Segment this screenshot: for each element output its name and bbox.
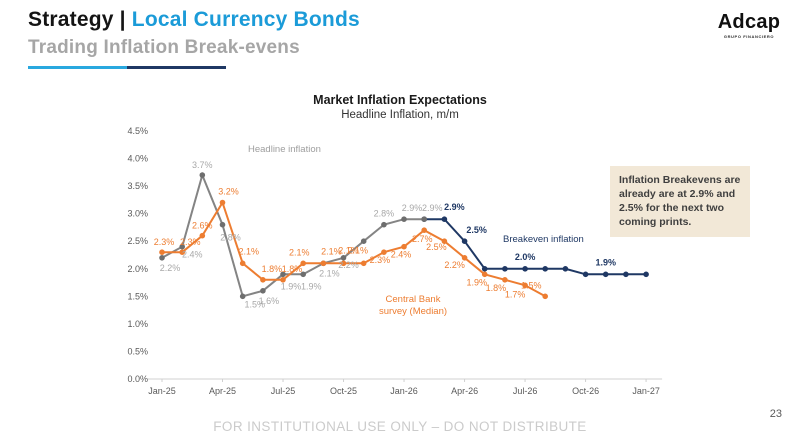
svg-text:2.4%: 2.4% [182,250,203,260]
svg-text:Breakeven inflation: Breakeven inflation [503,234,584,245]
header: Strategy | Local Currency Bonds Trading … [28,8,360,59]
svg-text:Oct-25: Oct-25 [330,386,357,396]
chart-canvas: Jan-25 Apr-25 Jul-25 Oct-25 Jan-26 Apr-26 Jul-… [127,126,663,396]
chart-subtitle: Headline Inflation, m/m [341,109,459,121]
svg-text:2.0%: 2.0% [515,252,536,262]
svg-text:3.0%: 3.0% [127,209,148,219]
svg-text:1.9%: 1.9% [466,277,487,287]
svg-text:4.5%: 4.5% [127,126,148,136]
svg-text:2.3%: 2.3% [180,237,201,247]
svg-text:2.1%: 2.1% [338,245,359,255]
page-title: Strategy | Local Currency Bonds [28,8,360,32]
svg-text:2.1%: 2.1% [321,246,342,256]
svg-text:2.3%: 2.3% [154,237,175,247]
svg-text:Jan-25: Jan-25 [148,386,176,396]
chart-title: Market Inflation Expectations [313,93,487,107]
adcap-logo: Adcap GRUPO FINANCIERO [714,12,784,39]
svg-text:3.7%: 3.7% [192,160,213,170]
svg-text:4.0%: 4.0% [127,154,148,164]
page-number: 23 [769,408,782,420]
svg-text:1.6%: 1.6% [259,296,280,306]
svg-text:1.8%: 1.8% [486,283,507,293]
svg-text:1.9%: 1.9% [301,281,322,291]
logo-wordmark: Adcap [717,11,781,33]
svg-text:2.5%: 2.5% [466,225,487,235]
svg-text:Jul-26: Jul-26 [513,386,538,396]
svg-text:2.5%: 2.5% [127,236,148,246]
svg-text:Jul-25: Jul-25 [271,386,296,396]
svg-text:Apr-25: Apr-25 [209,386,236,396]
svg-text:3.5%: 3.5% [127,181,148,191]
svg-text:Jan-27: Jan-27 [632,386,660,396]
svg-text:Oct-26: Oct-26 [572,386,599,396]
svg-text:Jan-26: Jan-26 [390,386,418,396]
title-local-currency-bonds: Local Currency Bonds [131,8,360,31]
svg-text:2.1%: 2.1% [319,268,340,278]
svg-text:2.9%: 2.9% [444,202,465,212]
svg-text:2.1%: 2.1% [347,245,368,255]
svg-text:2.5%: 2.5% [426,242,447,252]
svg-text:0.5%: 0.5% [127,346,148,356]
chart-area: Jan-25 Apr-25 Jul-25 Oct-25 Jan-26 Apr-26 Jul-… [120,120,720,410]
svg-text:2.2%: 2.2% [160,263,181,273]
svg-text:2.9%: 2.9% [422,203,443,213]
svg-text:2.8%: 2.8% [374,209,395,219]
svg-text:1.5%: 1.5% [521,280,542,290]
svg-text:1.0%: 1.0% [127,319,148,329]
svg-text:1.5%: 1.5% [244,299,265,309]
svg-text:2.3%: 2.3% [370,255,391,265]
title-separator: | [113,8,132,31]
svg-text:2.8%: 2.8% [220,233,241,243]
svg-text:1.5%: 1.5% [127,291,148,301]
logo-tagline: GRUPO FINANCIERO [723,34,775,39]
svg-text:0.0%: 0.0% [127,374,148,384]
svg-text:2.9%: 2.9% [402,203,423,213]
svg-text:2.6%: 2.6% [192,221,213,231]
svg-text:1.9%: 1.9% [595,257,616,267]
svg-text:2.1%: 2.1% [238,246,259,256]
svg-text:2.0%: 2.0% [127,264,148,274]
underline-navy-segment [127,66,226,69]
svg-text:2.1%: 2.1% [289,247,310,257]
svg-text:2.2%: 2.2% [338,260,359,270]
annotation-box: Inflation Breakevens are already are at … [610,166,750,238]
footer-disclaimer: FOR INSTITUTIONAL USE ONLY – DO NOT DIST… [213,419,587,434]
svg-text:1.8%: 1.8% [262,264,283,274]
svg-text:3.2%: 3.2% [218,187,239,197]
svg-text:2.4%: 2.4% [391,250,412,260]
underline-cyan-segment [28,66,127,69]
svg-text:1.9%: 1.9% [281,281,302,291]
header-underline [28,66,226,69]
title-strategy: Strategy [28,8,114,31]
svg-text:2.2%: 2.2% [444,260,465,270]
svg-text:1.8%: 1.8% [282,264,303,274]
svg-text:Apr-26: Apr-26 [451,386,478,396]
svg-text:1.7%: 1.7% [505,289,526,299]
page-subtitle: Trading Inflation Break-evens [28,37,300,58]
svg-text:Headline inflation: Headline inflation [248,144,321,155]
svg-text:2.7%: 2.7% [412,234,433,244]
